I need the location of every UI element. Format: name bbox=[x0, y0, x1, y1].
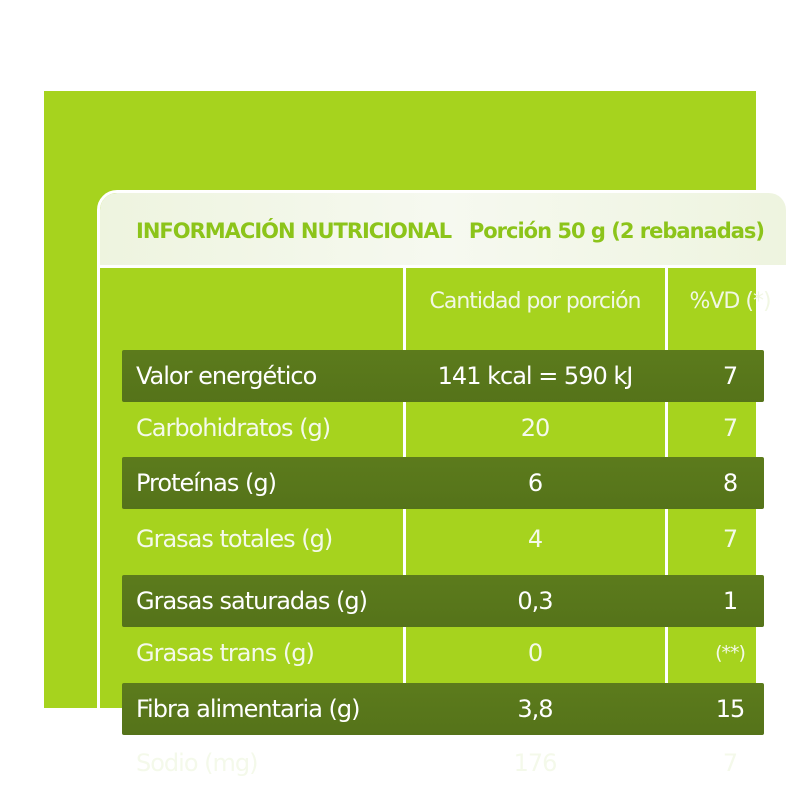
table-row: Fibra alimentaria (g) 3,8 15 bbox=[100, 683, 786, 735]
label-header: INFORMACIÓN NUTRICIONAL Porción 50 g (2 … bbox=[100, 193, 786, 268]
nutrition-panel: INFORMACIÓN NUTRICIONAL Porción 50 g (2 … bbox=[97, 190, 789, 790]
table-row: Grasas saturadas (g) 0,3 1 bbox=[100, 575, 786, 627]
nutrient-name: Fibra alimentaria (g) bbox=[136, 695, 361, 723]
nutrient-name: Grasas totales (g) bbox=[136, 525, 333, 553]
nutrient-amount: 141 kcal = 590 kJ bbox=[437, 362, 634, 390]
table-row: Carbohidratos (g) 20 7 bbox=[100, 402, 786, 454]
nutrient-vd: 15 bbox=[715, 695, 746, 723]
nutrient-vd: (**) bbox=[715, 642, 746, 664]
nutrient-name: Carbohidratos (g) bbox=[136, 414, 331, 442]
nutrient-vd: 7 bbox=[722, 362, 738, 390]
column-header-amount: Cantidad por porción bbox=[429, 289, 642, 314]
nutrient-name: Grasas saturadas (g) bbox=[136, 587, 368, 615]
nutrient-name: Sodio (mg) bbox=[136, 749, 258, 777]
row-band bbox=[122, 683, 764, 735]
nutrient-name: Proteínas (g) bbox=[136, 469, 277, 497]
portion-size: Porción 50 g (2 rebanadas) bbox=[468, 219, 765, 243]
column-header-vd: %VD (*) bbox=[689, 289, 771, 314]
column-divider-amount bbox=[403, 268, 406, 787]
row-band bbox=[122, 350, 764, 402]
nutrient-amount: 4 bbox=[527, 525, 543, 553]
nutrient-amount: 3,8 bbox=[517, 695, 553, 723]
nutrient-amount: 0,3 bbox=[517, 587, 553, 615]
table-row: Proteínas (g) 6 8 bbox=[100, 457, 786, 509]
label-title: INFORMACIÓN NUTRICIONAL bbox=[136, 219, 452, 243]
nutrient-vd: 1 bbox=[722, 587, 738, 615]
nutrition-label: INFORMACIÓN NUTRICIONAL Porción 50 g (2 … bbox=[44, 91, 789, 790]
nutrient-vd: 7 bbox=[722, 414, 738, 442]
nutrient-amount: 176 bbox=[513, 749, 558, 777]
nutrient-amount: 6 bbox=[527, 469, 543, 497]
row-band bbox=[122, 575, 764, 627]
nutrient-name: Grasas trans (g) bbox=[136, 639, 315, 667]
column-divider-vd bbox=[665, 268, 668, 787]
table-row: Grasas trans (g) 0 (**) bbox=[100, 627, 786, 679]
nutrient-vd: 7 bbox=[722, 749, 738, 777]
nutrient-amount: 20 bbox=[520, 414, 551, 442]
table-row: Sodio (mg) 176 7 bbox=[100, 737, 786, 787]
nutrient-vd: 8 bbox=[722, 469, 738, 497]
row-band bbox=[122, 457, 764, 509]
nutrient-amount: 0 bbox=[527, 639, 543, 667]
nutrient-vd: 7 bbox=[722, 525, 738, 553]
table-row: Valor energético 141 kcal = 590 kJ 7 bbox=[100, 350, 786, 402]
table-row: Grasas totales (g) 4 7 bbox=[100, 513, 786, 565]
nutrient-name: Valor energético bbox=[136, 362, 317, 390]
